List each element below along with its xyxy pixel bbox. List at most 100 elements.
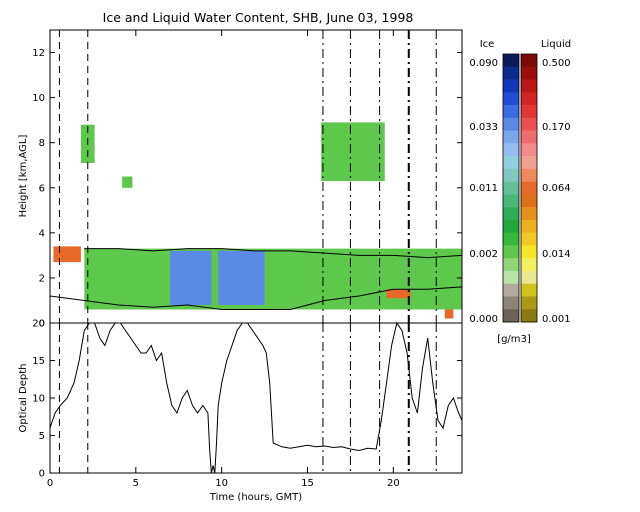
top-y-tick-label: 2	[39, 273, 45, 284]
colorbar: Ice Liquid 0.090 0.033 0.011 0.002 0.000 0.50…	[469, 39, 571, 345]
cloud-region-4	[218, 250, 265, 305]
colorbar-liquid-swatch	[521, 117, 537, 131]
colorbar-ice-frame	[502, 53, 520, 323]
colorbar-liquid-swatch	[521, 105, 537, 119]
colorbar-liquid-swatch	[521, 296, 537, 310]
bottom-y-axis-label: Optical Depth	[18, 364, 29, 433]
cloud-region-3	[170, 250, 212, 305]
colorbar-liquid-header: Liquid	[541, 39, 571, 50]
colorbar-liquid-swatch	[521, 245, 537, 259]
colorbar-liquid-swatch	[521, 194, 537, 208]
colorbar-liquid-swatch	[521, 92, 537, 106]
cloud-region-2	[84, 248, 462, 310]
colorbar-liquid-swatch	[521, 181, 537, 195]
colorbar-liquid-label: 0.014	[542, 249, 571, 260]
colorbar-swatches	[503, 54, 537, 323]
bottom-y-axis-ticks: 0 5 10 15 20	[32, 319, 462, 480]
colorbar-liquid-label: 0.170	[542, 122, 571, 133]
optical-depth-series-line	[49, 321, 463, 474]
colorbar-liquid-swatch	[521, 66, 537, 80]
colorbar-liquid-swatch	[521, 143, 537, 157]
x-axis-ticks: 0 5 10 15 20	[47, 30, 400, 489]
x-tick-label: 0	[47, 478, 53, 489]
colorbar-liquid-frame	[520, 53, 538, 323]
colorbar-ice-swatch	[503, 283, 519, 297]
colorbar-ice-swatch	[503, 156, 519, 170]
colorbar-liquid-swatch	[521, 207, 537, 221]
colorbar-liquid-swatch	[521, 232, 537, 246]
colorbar-ice-swatch	[503, 79, 519, 93]
x-tick-label: 5	[133, 478, 139, 489]
x-tick-label: 15	[301, 478, 314, 489]
colorbar-ice-header: Ice	[480, 39, 495, 50]
cloud-regions	[53, 122, 462, 319]
cloud-base-line	[49, 286, 463, 310]
colorbar-ice-swatch	[503, 309, 519, 323]
bottom-y-tick-label: 15	[32, 356, 45, 367]
cloud-region-1	[53, 246, 81, 263]
colorbar-ice-label: 0.002	[469, 249, 498, 260]
colorbar-ice-swatch	[503, 130, 519, 144]
cloud-region-7	[122, 176, 133, 188]
colorbar-ice-swatch	[503, 245, 519, 259]
top-y-tick-label: 12	[32, 48, 45, 59]
bottom-y-tick-label: 20	[32, 319, 45, 330]
x-axis-label: Time (hours, GMT)	[209, 492, 303, 503]
colorbar-units: [g/m3]	[497, 334, 531, 345]
top-y-tick-label: 10	[32, 93, 45, 104]
colorbar-ice-label: 0.090	[469, 58, 498, 69]
x-tick-label: 10	[215, 478, 228, 489]
colorbar-liquid-label: 0.500	[542, 58, 571, 69]
colorbar-liquid-swatch	[521, 283, 537, 297]
cloud-top-line	[84, 248, 463, 259]
top-y-tick-label: 0	[39, 319, 45, 330]
colorbar-ice-label: 0.000	[469, 314, 498, 325]
top-y-tick-label: 6	[39, 183, 45, 194]
chart-title: Ice and Liquid Water Content, SHB, June …	[103, 10, 414, 25]
bottom-plot-frame	[49, 322, 463, 474]
cloud-region-9	[444, 309, 454, 319]
colorbar-ice-label: 0.011	[469, 183, 498, 194]
vertical-marker-lines	[58, 30, 437, 323]
colorbar-ice-swatch	[503, 258, 519, 272]
colorbar-liquid-swatch	[521, 54, 537, 68]
colorbar-liquid-swatch	[521, 79, 537, 93]
colorbar-liquid-swatch	[521, 168, 537, 182]
colorbar-liquid-swatch	[521, 270, 537, 285]
cloud-region-8	[386, 289, 411, 299]
top-y-axis-label: Height [km,AGL]	[18, 135, 29, 218]
colorbar-ice-swatch	[503, 92, 519, 106]
vertical-marker-lines-bottom	[58, 323, 437, 473]
colorbar-ice-swatch	[503, 143, 519, 157]
colorbar-liquid-label: 0.064	[542, 183, 571, 194]
top-y-tick-label: 4	[39, 228, 45, 239]
colorbar-liquid-swatch	[521, 258, 537, 272]
colorbar-liquid-swatch	[521, 309, 537, 323]
colorbar-ice-swatch	[503, 270, 519, 285]
colorbar-ice-swatch	[503, 207, 519, 221]
colorbar-liquid-swatch	[521, 156, 537, 170]
colorbar-labels: 0.090 0.033 0.011 0.002 0.000 0.500 0.170 0.064…	[469, 58, 570, 325]
colorbar-ice-swatch	[503, 105, 519, 119]
cloud-boundary-lines	[49, 248, 463, 310]
colorbar-ice-swatch	[503, 194, 519, 208]
cloud-region-5	[321, 122, 385, 182]
colorbar-ice-swatch	[503, 168, 519, 182]
colorbar-ice-swatch	[503, 66, 519, 80]
colorbar-liquid-swatch	[521, 130, 537, 144]
colorbar-liquid-swatch	[521, 219, 537, 233]
colorbar-liquid-label: 0.001	[542, 314, 571, 325]
bottom-y-tick-label: 5	[39, 431, 45, 442]
x-tick-label: 20	[387, 478, 400, 489]
bottom-y-tick-label: 10	[32, 394, 45, 405]
top-y-tick-label: 8	[39, 138, 45, 149]
colorbar-ice-swatch	[503, 296, 519, 310]
colorbar-ice-swatch	[503, 117, 519, 131]
colorbar-ice-label: 0.033	[469, 122, 498, 133]
colorbar-ice-swatch	[503, 219, 519, 233]
bottom-y-tick-label: 0	[39, 469, 45, 480]
water-content-plot: 0 2 4 6 8 10 12 Height [km,AGL]	[18, 29, 463, 330]
colorbar-ice-swatch	[503, 232, 519, 246]
